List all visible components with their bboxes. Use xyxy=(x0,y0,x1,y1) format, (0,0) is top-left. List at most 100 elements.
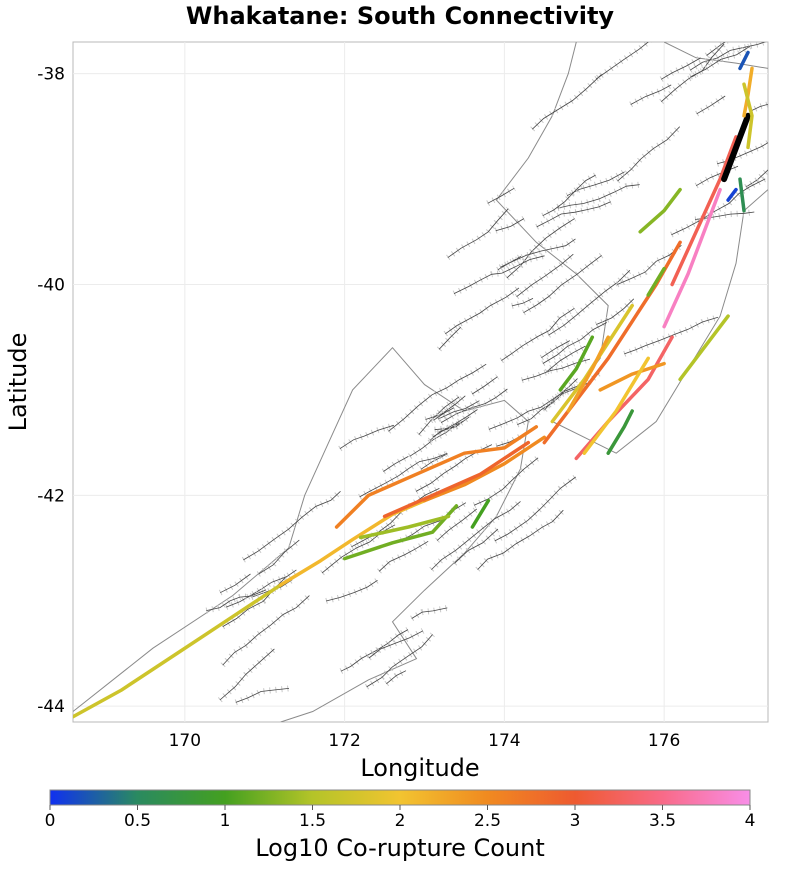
fault-upper-ruahine xyxy=(646,266,666,297)
fault-trace xyxy=(488,384,582,430)
fault-trace xyxy=(340,629,409,672)
fault-trace xyxy=(495,218,525,232)
x-tick-label: 174 xyxy=(488,731,520,751)
fault-trace xyxy=(506,218,575,279)
fault-palliser xyxy=(582,356,650,455)
colored-faults xyxy=(73,50,754,719)
fault-trace xyxy=(473,457,539,506)
fault-trace xyxy=(433,407,454,421)
fault-trace xyxy=(624,316,719,355)
colorbar-tick-label: 0 xyxy=(45,811,56,831)
y-tick-label: -38 xyxy=(37,65,65,85)
y-axis-label: Latitude xyxy=(4,333,32,432)
fault-trace xyxy=(511,298,534,307)
fault-trace xyxy=(222,595,310,666)
colorbar-tick-label: 3 xyxy=(570,811,581,831)
fault-east-branch-1 xyxy=(678,314,730,382)
fault-teal-north xyxy=(738,177,746,213)
fault-taupo-rift-south xyxy=(670,135,738,287)
fault-trace xyxy=(359,453,448,498)
fault-trace xyxy=(431,501,521,570)
fault-east-branch-2 xyxy=(606,409,634,455)
colorbar-ticks: 0 0.5 1 1.5 2 2.5 3 3.5 4 xyxy=(45,805,756,831)
fault-trace xyxy=(689,42,766,71)
fault-trace xyxy=(771,62,800,96)
fault-surface xyxy=(771,62,800,96)
coastline xyxy=(495,42,609,412)
fault-trace xyxy=(432,409,478,438)
colorbar-tick-label: 1.5 xyxy=(299,811,326,831)
fault-mohaka-ruahine xyxy=(662,187,722,329)
fault-trace xyxy=(695,211,755,220)
fault-trace xyxy=(445,287,520,335)
fault-trace xyxy=(516,253,574,298)
fault-trace xyxy=(438,400,480,420)
fault-trace xyxy=(630,84,672,105)
fault-kapiti xyxy=(598,361,666,392)
fault-trace xyxy=(436,508,478,541)
fault-wanganui-link xyxy=(638,187,682,234)
fault-trace xyxy=(690,45,751,78)
fault-trace xyxy=(523,255,602,314)
chart-title: Whakatane: South Connectivity xyxy=(185,2,615,30)
fault-marlborough-short xyxy=(470,498,491,529)
fault-trace xyxy=(500,238,576,268)
fault-wairau xyxy=(334,425,539,529)
fault-trace xyxy=(411,607,448,619)
fault-trace xyxy=(235,688,290,703)
fault-trace xyxy=(501,307,575,361)
fault-trace xyxy=(617,126,680,182)
fault-trace xyxy=(494,476,576,542)
x-tick-label: 172 xyxy=(328,731,360,751)
fault-trace xyxy=(440,388,508,423)
fault-trace xyxy=(326,579,378,602)
colorbar-tick-label: 0.5 xyxy=(124,811,151,831)
fault-west-branch xyxy=(558,335,595,392)
x-axis-label: Longitude xyxy=(360,754,479,782)
fault-trace xyxy=(368,630,424,659)
plot-area xyxy=(72,41,769,723)
fault-trace xyxy=(566,171,625,197)
fault-trace xyxy=(243,491,341,561)
fault-surface xyxy=(777,85,800,111)
fault-trace xyxy=(542,174,596,217)
fault-trace xyxy=(617,244,682,285)
grid xyxy=(73,42,768,722)
fault-trace xyxy=(487,187,515,204)
fault-trace xyxy=(696,95,726,115)
fault-trace xyxy=(749,103,768,112)
fault-trace xyxy=(351,488,440,548)
fault-blue-north xyxy=(726,187,738,202)
fault-trace xyxy=(745,169,768,188)
x-tick-label: 176 xyxy=(648,731,680,751)
fault-trace xyxy=(447,208,509,258)
fault-trace xyxy=(595,42,649,80)
fault-trace xyxy=(542,322,607,364)
colorbar-tick-label: 4 xyxy=(745,811,756,831)
fault-trace xyxy=(454,528,499,564)
fault-trace xyxy=(366,634,433,688)
fault-hope-east xyxy=(422,435,547,503)
colorbar-tick-label: 3.5 xyxy=(649,811,676,831)
x-tick-label: 170 xyxy=(169,731,201,751)
fault-trace xyxy=(383,456,409,472)
fault-trace xyxy=(220,573,251,594)
y-tick-label: -42 xyxy=(37,486,65,506)
colorbar-tick-label: 2.5 xyxy=(474,811,501,831)
fault-trace xyxy=(548,270,631,336)
fault-trace xyxy=(517,372,600,425)
fault-east-coast-branch xyxy=(742,82,754,150)
y-tick-label: -40 xyxy=(37,275,65,295)
fault-trace xyxy=(706,42,726,56)
coastline xyxy=(73,346,529,722)
fault-trace xyxy=(386,670,407,685)
fault-trace xyxy=(388,363,487,432)
fault-trace xyxy=(219,648,275,701)
fault-trace xyxy=(541,340,570,359)
fault-trace xyxy=(206,589,267,611)
fault-trace xyxy=(471,376,498,395)
axis-ticks: 170 172 174 176 -38 -40 -42 -44 xyxy=(37,65,680,751)
colorbar-label: Log10 Co-rupture Count xyxy=(255,834,545,862)
colorbar-tick-label: 1 xyxy=(220,811,231,831)
